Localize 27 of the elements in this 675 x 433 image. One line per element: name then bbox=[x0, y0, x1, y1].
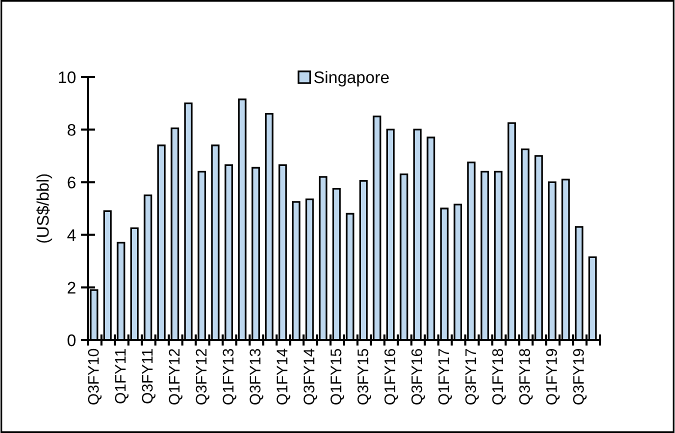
x-tick-label: Q1FY11 bbox=[114, 349, 129, 404]
y-tick-label: 0 bbox=[68, 334, 76, 346]
x-tick-label: Q3FY19 bbox=[573, 349, 587, 405]
y-tick-label: 2 bbox=[68, 282, 76, 294]
x-tick-label: Q1FY13 bbox=[222, 349, 236, 405]
x-tick-label: Q1FY19 bbox=[546, 349, 560, 405]
y-tick-label: 10 bbox=[58, 71, 76, 84]
x-tick-label: Q1FY14 bbox=[276, 348, 290, 405]
x-tick-label: Q1FY16 bbox=[384, 349, 398, 405]
x-tick-label: Q3FY17 bbox=[465, 349, 479, 405]
x-tick-label: Q3FY10 bbox=[88, 348, 102, 405]
y-tick-label: 8 bbox=[68, 124, 76, 136]
x-tick-label: Q1FY15 bbox=[330, 348, 344, 405]
x-tick-label: Q3FY11 bbox=[142, 349, 156, 404]
y-axis-title: (US$/bbl) bbox=[36, 174, 52, 243]
x-tick-label: Q3FY14 bbox=[304, 348, 318, 405]
x-tick-label: Q3FY16 bbox=[411, 349, 425, 405]
y-tick-label: 6 bbox=[68, 176, 76, 188]
x-tick-label: Q1FY12 bbox=[168, 349, 182, 405]
x-tick-label: Q3FY18 bbox=[519, 348, 533, 405]
x-tick-label: Q3FY13 bbox=[250, 349, 264, 405]
legend-label: Singapore bbox=[314, 70, 389, 86]
x-tick-label: Q3FY15 bbox=[357, 348, 372, 405]
x-tick-label: Q3FY12 bbox=[196, 349, 210, 405]
y-tick-label: 4 bbox=[67, 229, 76, 241]
x-tick-label: Q1FY17 bbox=[438, 349, 452, 405]
x-tick-label: Q1FY18 bbox=[492, 348, 506, 405]
